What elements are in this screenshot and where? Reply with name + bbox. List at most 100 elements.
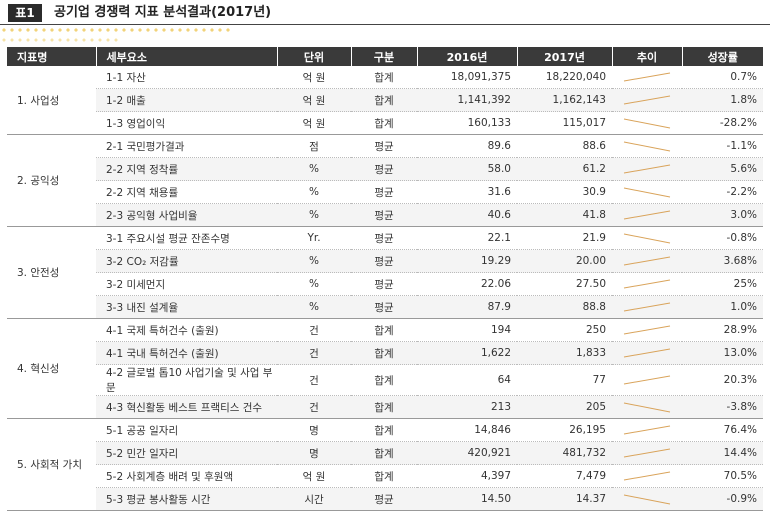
value-2016-cell: 22.1 (417, 226, 517, 250)
unit-cell: 점 (277, 134, 351, 158)
table-row: 4-1 국내 특허건수 (출원) 건 합계 1,622 1,833 13.0% (7, 341, 763, 365)
value-2017-cell: 88.8 (517, 295, 612, 319)
unit-cell: 건 (277, 395, 351, 419)
value-2017-cell: 14.37 (517, 487, 612, 511)
type-cell: 합계 (351, 418, 417, 442)
trend-cell (612, 464, 682, 488)
table-row: 2-3 공익형 사업비율% 평균 40.6 41.8 3.0% (7, 203, 763, 227)
title-divider (0, 24, 770, 25)
trend-sparkline (623, 118, 671, 129)
trend-up-line (623, 348, 671, 358)
trend-up-line (623, 256, 671, 266)
table-tag: 표1 (8, 4, 42, 22)
header-trend: 추이 (611, 47, 682, 66)
growth-rate-cell: 3.68% (682, 249, 763, 273)
header-growth: 성장률 (681, 47, 763, 66)
table-row: 5-2 민간 일자리 명 합계 420,921 481,732 14.4% (7, 441, 763, 465)
trend-cell (612, 157, 682, 181)
trend-sparkline (623, 141, 671, 152)
value-2017-cell: 27.50 (517, 272, 612, 296)
value-2016-cell: 4,397 (417, 464, 517, 488)
growth-rate-cell: 5.6% (682, 157, 763, 181)
table-row: 4. 혁신성 4-1 국제 특허건수 (출원) 건 합계 194 250 28.9% (7, 318, 763, 419)
trend-up-line (623, 448, 671, 458)
trend-cell (612, 441, 682, 465)
growth-rate-cell: -3.8% (682, 395, 763, 419)
header-2017: 2017년 (516, 47, 612, 66)
sub-element-cell: 3-2 CO₂ 저감률 (96, 249, 277, 273)
value-2017-cell: 1,833 (517, 341, 612, 365)
type-cell: 합계 (351, 441, 417, 465)
growth-rate-cell: -2.2% (682, 180, 763, 204)
unit-cell: % (277, 249, 351, 273)
trend-sparkline (623, 72, 671, 82)
trend-cell (612, 226, 682, 250)
trend-cell (612, 272, 682, 296)
sub-element-cell: 2-2 지역 채용률 (96, 180, 277, 204)
table-row: 4-3 혁신활동 베스트 프랙티스 건수 건 합계 213 205 -3.8% (7, 395, 763, 419)
trend-sparkline (623, 95, 671, 105)
type-cell: 평균 (351, 203, 417, 227)
type-cell: 평균 (351, 249, 417, 273)
trend-sparkline (623, 348, 671, 358)
unit-cell: Yr. (277, 226, 351, 250)
table-row: 1. 사업성 1-1 자산 억 원 합계 18,091,375 18,220,040 0.7… (7, 66, 763, 135)
value-2016-cell: 19.29 (417, 249, 517, 273)
value-2016-cell: 14.50 (417, 487, 517, 511)
sub-element-cell: 1-1 자산 (96, 66, 277, 89)
trend-cell (612, 487, 682, 511)
trend-up-line (623, 95, 671, 105)
trend-down-line (623, 141, 671, 152)
table-row: 1-3 영업이익 억 원 합계 160,133 115,017 -28.2% (7, 111, 763, 135)
trend-cell (612, 88, 682, 112)
trend-sparkline (623, 210, 671, 220)
sub-element-cell: 5-3 평균 봉사활동 시간 (96, 487, 277, 511)
growth-rate-cell: -28.2% (682, 111, 763, 135)
growth-rate-cell: 1.0% (682, 295, 763, 319)
type-cell: 합계 (351, 66, 417, 89)
sub-element-cell: 4-2 글로벌 톱10 사업기술 및 사업 부문 (96, 364, 277, 396)
sub-element-cell: 5-1 공공 일자리 (96, 418, 277, 442)
table-row: 3-3 내진 설계율% 평균 87.9 88.8 1.0% (7, 295, 763, 319)
value-2017-cell: 115,017 (517, 111, 612, 135)
growth-rate-cell: 25% (682, 272, 763, 296)
value-2017-cell: 41.8 (517, 203, 612, 227)
indicator-table: 지표명 세부요소 단위 구분 2016년 2017년 추이 성장률 1. 사업성… (7, 47, 763, 511)
value-2016-cell: 40.6 (417, 203, 517, 227)
value-2017-cell: 21.9 (517, 226, 612, 250)
trend-up-line (623, 279, 671, 289)
value-2016-cell: 31.6 (417, 180, 517, 204)
trend-sparkline (623, 471, 671, 481)
trend-cell (612, 66, 682, 89)
sub-element-cell: 5-2 사회계층 배려 및 후원액 (96, 464, 277, 488)
trend-cell (612, 111, 682, 135)
trend-down-line (623, 233, 671, 244)
value-2016-cell: 64 (417, 364, 517, 396)
trend-cell (612, 134, 682, 158)
trend-up-line (623, 471, 671, 481)
unit-cell: 시간 (277, 487, 351, 511)
header-type: 구분 (350, 47, 417, 66)
value-2017-cell: 26,195 (517, 418, 612, 442)
growth-rate-cell: 0.7% (682, 66, 763, 89)
value-2017-cell: 250 (517, 318, 612, 342)
header-2016: 2016년 (416, 47, 517, 66)
trend-up-line (623, 210, 671, 220)
table-row: 4-2 글로벌 톱10 사업기술 및 사업 부문 건 합계 64 77 20.3% (7, 364, 763, 396)
unit-cell: 건 (277, 341, 351, 365)
table-row: 5-2 사회계층 배려 및 후원액 억 원 합계 4,397 7,479 70.5% (7, 464, 763, 488)
trend-cell (612, 341, 682, 365)
unit-cell: 건 (277, 364, 351, 396)
growth-rate-cell: 1.8% (682, 88, 763, 112)
trend-sparkline (623, 448, 671, 458)
trend-cell (612, 364, 682, 396)
table-title: 공기업 경쟁력 지표 분석결과(2017년) (54, 5, 272, 20)
type-cell: 평균 (351, 487, 417, 511)
sub-element-cell: 4-3 혁신활동 베스트 프랙티스 건수 (96, 395, 277, 419)
growth-rate-cell: 13.0% (682, 341, 763, 365)
sub-element-cell: 1-3 영업이익 (96, 111, 277, 135)
value-2017-cell: 18,220,040 (517, 66, 612, 89)
value-2016-cell: 89.6 (417, 134, 517, 158)
type-cell: 평균 (351, 226, 417, 250)
value-2017-cell: 30.9 (517, 180, 612, 204)
